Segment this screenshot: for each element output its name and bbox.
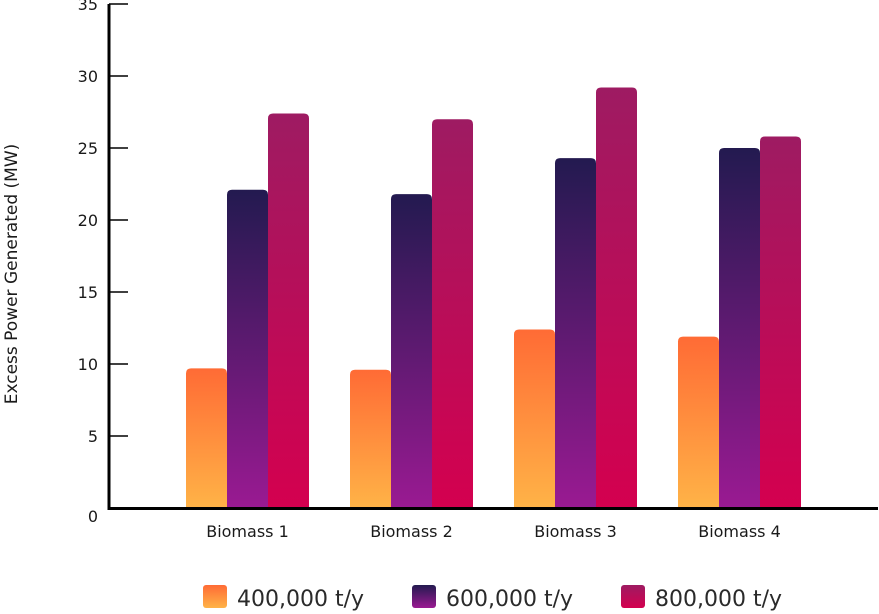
y-tick-label: 25	[78, 139, 98, 158]
bar-1-2	[350, 369, 391, 508]
legend-swatch	[621, 585, 645, 608]
y-tick-label: 20	[78, 211, 98, 230]
legend-swatch	[412, 585, 436, 608]
bar-1-1	[186, 368, 227, 508]
legend-label: 800,000 t/y	[655, 587, 782, 612]
legend: 400,000 t/y 600,000 t/y 800,000 t/y	[203, 585, 782, 612]
legend-item: 600,000 t/y	[412, 585, 573, 612]
bar-2-3	[555, 158, 596, 508]
y-ticks: 0 5 10 15 20 25 30 35	[78, 0, 128, 526]
y-tick-label: 10	[78, 355, 98, 374]
x-tick-label: Biomass 2	[370, 522, 453, 541]
y-tick-label: 35	[78, 0, 98, 14]
y-tick-label: 30	[78, 67, 98, 86]
bar-1-3	[514, 329, 555, 508]
bar-2-1	[227, 189, 268, 508]
x-tick-label: Biomass 4	[698, 522, 781, 541]
axes-layer	[107, 4, 878, 510]
x-tick-labels: Biomass 1 Biomass 2 Biomass 3 Biomass 4	[206, 522, 781, 541]
legend-item: 400,000 t/y	[203, 585, 364, 612]
bar-3-4	[760, 136, 801, 509]
y-tick-label: 0	[88, 507, 98, 526]
bars-layer	[186, 87, 801, 509]
y-tick-label: 5	[88, 427, 98, 446]
bar-3-2	[432, 119, 473, 508]
bar-1-4	[678, 336, 719, 508]
legend-swatch	[203, 585, 227, 608]
legend-label: 600,000 t/y	[446, 587, 573, 612]
legend-item: 800,000 t/y	[621, 585, 782, 612]
bar-2-4	[719, 148, 760, 508]
bar-3-1	[268, 113, 309, 508]
x-tick-label: Biomass 1	[206, 522, 289, 541]
bar-3-3	[596, 87, 637, 509]
y-tick-label: 15	[78, 283, 98, 302]
x-tick-label: Biomass 3	[534, 522, 617, 541]
legend-label: 400,000 t/y	[237, 587, 364, 612]
bar-2-2	[391, 194, 432, 508]
y-axis-title: Excess Power Generated (MW)	[2, 144, 22, 405]
